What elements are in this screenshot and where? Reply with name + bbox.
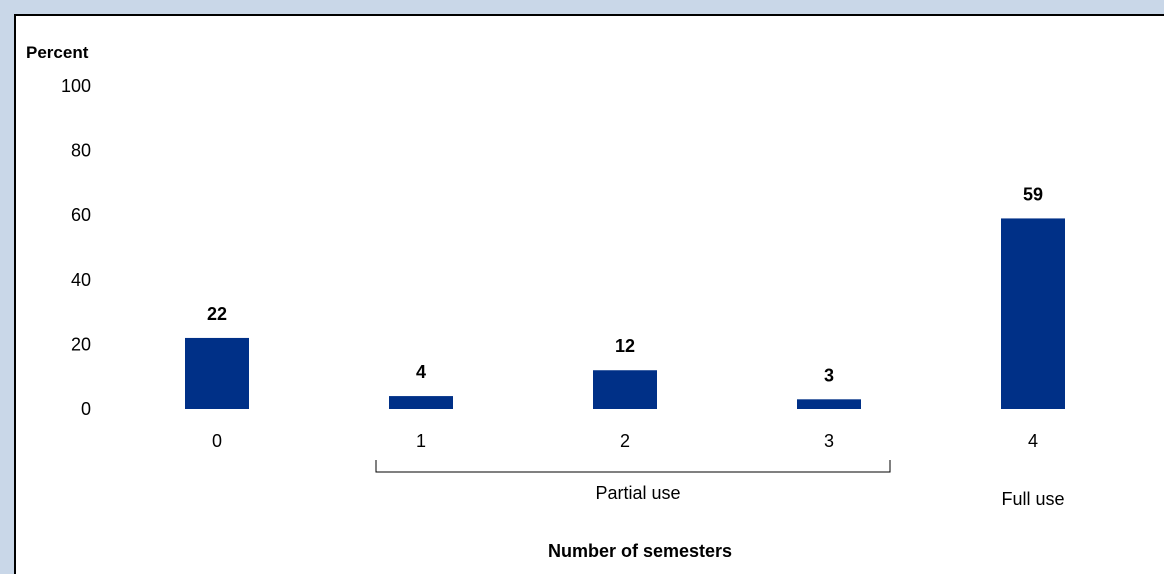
y-tick-label: 100 (61, 76, 91, 96)
bar (185, 337, 249, 409)
bar (593, 370, 657, 409)
bar (1001, 218, 1065, 409)
bar (389, 396, 453, 409)
data-labels: 22 4 12 3 59 (207, 184, 1043, 385)
full-use-label: Full use (1001, 489, 1064, 509)
x-tick-label: 1 (416, 431, 426, 451)
partial-use-label: Partial use (595, 483, 680, 503)
bars (185, 218, 1065, 409)
y-tick-labels: 0 20 40 60 80 100 (61, 76, 91, 419)
data-label: 3 (824, 365, 834, 385)
data-label: 12 (615, 336, 635, 356)
y-axis-label: Percent (26, 43, 89, 62)
x-tick-label: 3 (824, 431, 834, 451)
y-tick-label: 0 (81, 399, 91, 419)
data-label: 59 (1023, 184, 1043, 204)
x-tick-label: 0 (212, 431, 222, 451)
x-tick-labels: 0 1 2 3 4 (212, 431, 1038, 451)
chart-panel (14, 14, 1164, 574)
data-label: 4 (416, 362, 426, 382)
y-tick-label: 20 (71, 334, 91, 354)
x-tick-label: 2 (620, 431, 630, 451)
y-tick-label: 80 (71, 141, 91, 161)
y-tick-label: 60 (71, 205, 91, 225)
bar (797, 399, 861, 409)
x-tick-label: 4 (1028, 431, 1038, 451)
y-tick-label: 40 (71, 270, 91, 290)
x-axis-label: Number of semesters (548, 541, 732, 561)
partial-use-bracket (375, 460, 891, 473)
data-label: 22 (207, 304, 227, 324)
